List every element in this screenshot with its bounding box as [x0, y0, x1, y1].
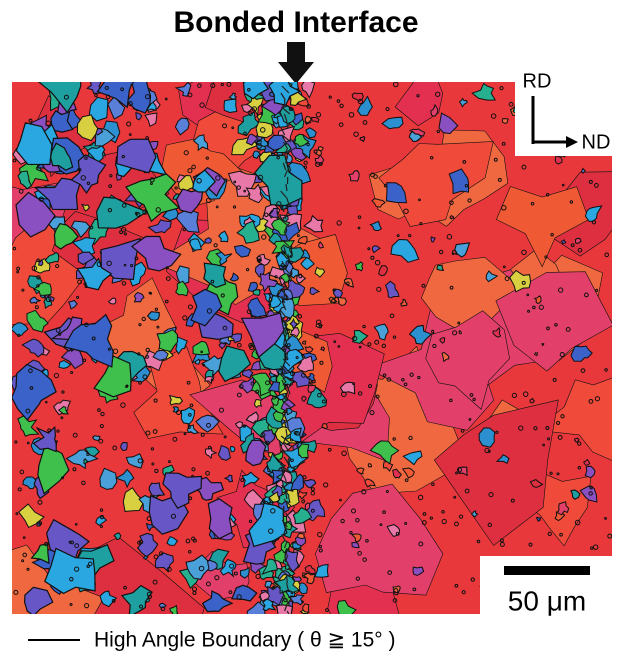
title: Bonded Interface [173, 6, 418, 39]
grain [502, 119, 508, 124]
grain [302, 500, 305, 504]
legend-label: High Angle Boundary ( θ ≧ 15° ) [94, 629, 396, 652]
grain [318, 147, 323, 151]
grain [450, 216, 454, 219]
grain [303, 604, 309, 612]
grain [255, 400, 262, 408]
interface-boundary [287, 576, 288, 583]
grain [298, 444, 309, 458]
grain [368, 464, 371, 467]
grain [312, 117, 319, 122]
grain [469, 419, 471, 421]
grain [542, 344, 544, 346]
rd-label: RD [523, 70, 552, 92]
grain [479, 428, 495, 447]
interface-boundary [284, 506, 285, 513]
grain [253, 290, 260, 296]
grain [224, 99, 237, 112]
grain [437, 265, 443, 270]
grain [230, 447, 235, 452]
interface-arrow [278, 42, 314, 84]
scale-bar [504, 566, 590, 575]
grain [121, 443, 128, 451]
grain [205, 370, 213, 377]
grain [277, 605, 293, 622]
nd-label: ND [582, 131, 611, 153]
grain [338, 297, 347, 305]
grain [352, 543, 359, 548]
scale-label: 50 μm [508, 585, 586, 616]
grain [432, 330, 434, 334]
grain [303, 341, 306, 344]
figure: Bonded Interface RD ND 50 μm High Angle … [0, 0, 626, 657]
grain [321, 347, 325, 351]
grain [205, 238, 211, 243]
